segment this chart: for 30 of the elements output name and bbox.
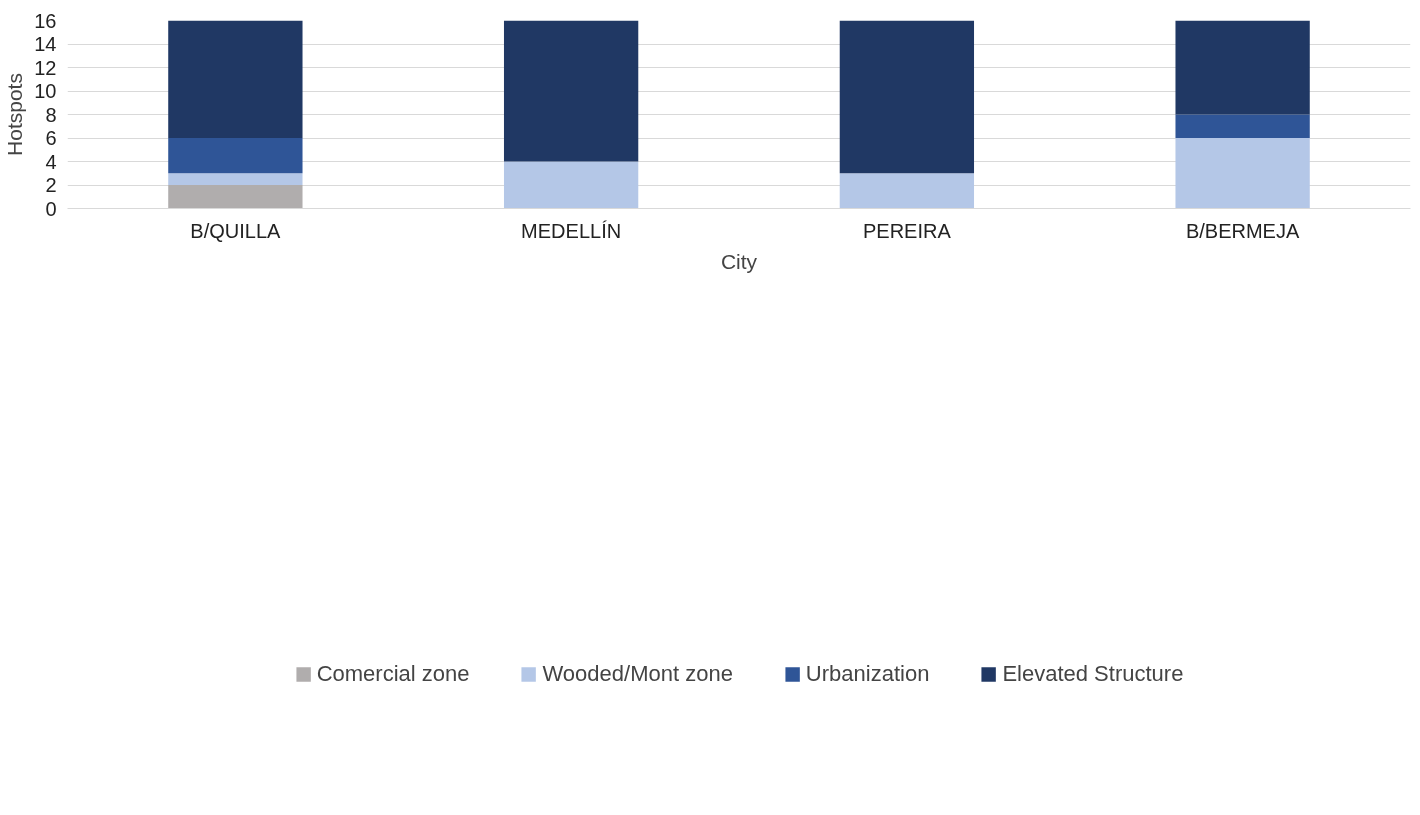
bar [839,20,975,174]
bar [503,20,639,162]
y-tick-label: 12 [34,56,57,79]
bar [1175,20,1310,115]
x-tick-label: B/BERMEJA [1185,219,1300,242]
bar [503,161,639,209]
x-tick-label: PEREIRA [862,219,952,242]
y-tick-label: 4 [45,150,57,173]
x-axis-title: City [720,249,758,273]
y-tick-label: 0 [45,197,57,220]
y-tick-label: 14 [34,33,57,55]
bar [168,185,303,209]
y-axis-title: Hotspots [3,73,27,156]
y-tick-label: 8 [45,103,57,126]
bar [1175,138,1310,209]
legend-label: Elevated Structure [1002,660,1184,687]
x-tick-label: B/QUILLA [190,219,282,242]
legend-label: Wooded/Mont zone [542,660,733,687]
y-tick-label: 10 [34,80,57,102]
bar [168,20,303,138]
y-tick-label: 16 [34,9,57,32]
bar [168,138,303,174]
y-tick-label: 2 [45,174,57,196]
legend-label: Urbanization [805,660,930,687]
legend-label: Comercial zone [316,660,470,687]
bar [839,173,975,209]
bar [168,173,303,185]
x-tick-label: MEDELLÍN [521,219,622,242]
bar [1175,114,1310,138]
y-tick-label: 6 [45,127,57,149]
